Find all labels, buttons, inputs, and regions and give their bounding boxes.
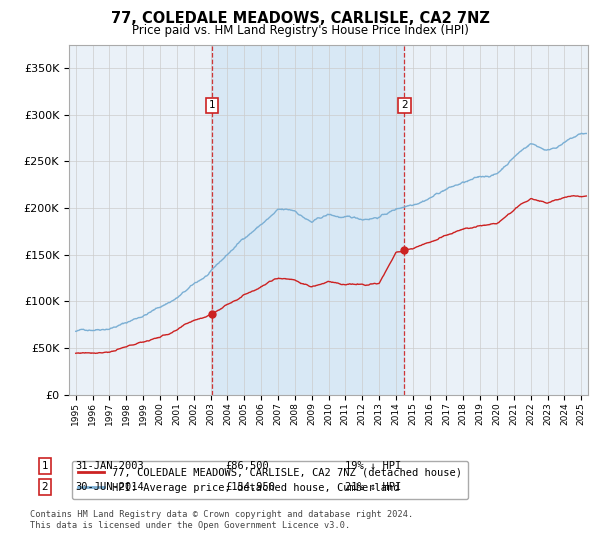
Text: 1: 1 bbox=[209, 100, 215, 110]
Text: 21% ↓ HPI: 21% ↓ HPI bbox=[345, 482, 401, 492]
Text: This data is licensed under the Open Government Licence v3.0.: This data is licensed under the Open Gov… bbox=[30, 521, 350, 530]
Legend: 77, COLEDALE MEADOWS, CARLISLE, CA2 7NZ (detached house), HPI: Average price, de: 77, COLEDALE MEADOWS, CARLISLE, CA2 7NZ … bbox=[71, 461, 469, 499]
Text: 2: 2 bbox=[41, 482, 49, 492]
Text: Contains HM Land Registry data © Crown copyright and database right 2024.: Contains HM Land Registry data © Crown c… bbox=[30, 510, 413, 519]
Text: 30-JUN-2014: 30-JUN-2014 bbox=[75, 482, 144, 492]
Text: £86,500: £86,500 bbox=[225, 461, 269, 471]
Text: Price paid vs. HM Land Registry's House Price Index (HPI): Price paid vs. HM Land Registry's House … bbox=[131, 24, 469, 36]
Text: 1: 1 bbox=[41, 461, 49, 471]
Text: 31-JAN-2003: 31-JAN-2003 bbox=[75, 461, 144, 471]
Text: £154,950: £154,950 bbox=[225, 482, 275, 492]
Text: 77, COLEDALE MEADOWS, CARLISLE, CA2 7NZ: 77, COLEDALE MEADOWS, CARLISLE, CA2 7NZ bbox=[110, 11, 490, 26]
Bar bbox=[212, 45, 404, 395]
Text: 2: 2 bbox=[401, 100, 407, 110]
Text: 19% ↓ HPI: 19% ↓ HPI bbox=[345, 461, 401, 471]
